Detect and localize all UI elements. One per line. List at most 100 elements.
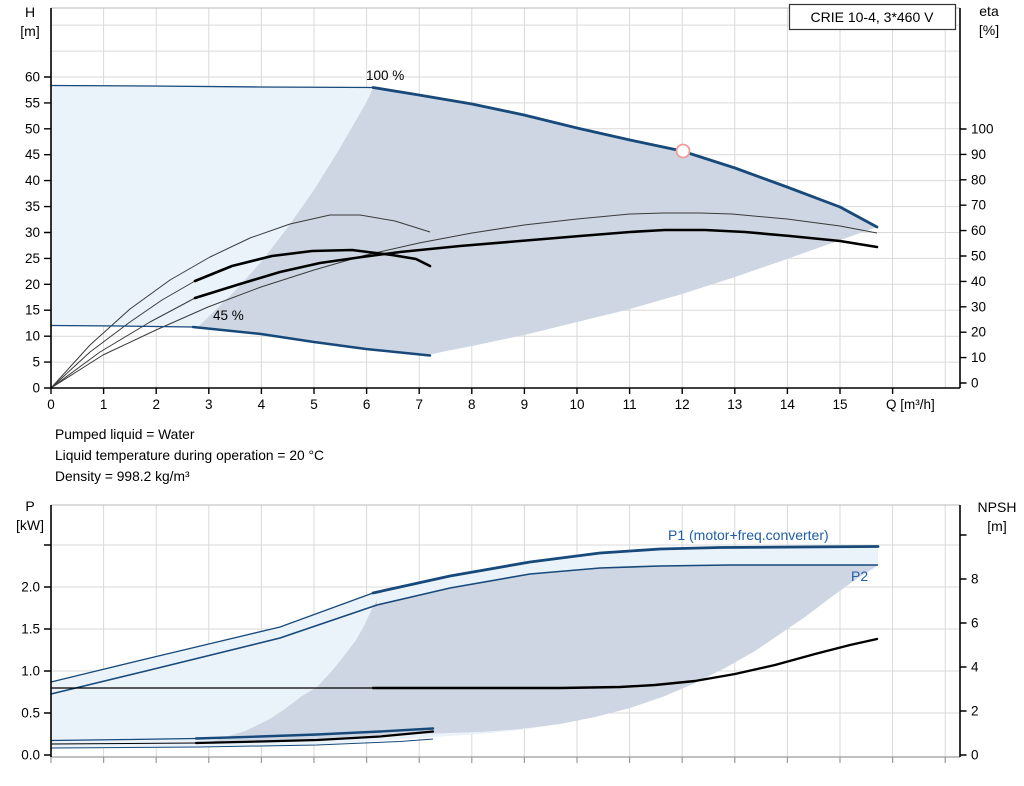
npsh-low-thin [50,742,197,745]
p1-45pct-thin [50,737,197,742]
p2-45pct-thin [50,738,434,749]
qh-curve-45pct [191,325,432,357]
npsh-axis-title: NPSH [978,499,1017,515]
pump-title-box: CRIE 10-4, 3*460 V [788,3,957,31]
qh-curve-45pct-thin [50,324,194,328]
tick-label: 30 [971,299,986,314]
speed-max-label: 100 % [366,68,404,83]
tick-label: 80 [971,172,986,187]
p-axis-unit: [kW] [16,517,44,533]
tick-label: 2 [152,397,160,412]
h-axis-title: H [25,4,35,20]
qh-curve-100pct-thin [50,84,374,89]
tick-label: 60 [25,70,40,85]
tick-label: 15 [25,303,40,318]
tick-label: 35 [25,199,40,214]
tick-label: 55 [25,95,40,110]
tick-label: 4 [258,397,266,412]
bottom-chart: P [kW] NPSH [m] 0.0 0.5 1.0 1.5 2.0 0 2 … [16,498,1016,763]
tick-label: 20 [971,325,986,340]
efficiency-curve-duty-short [193,248,432,283]
tick-label: 25 [25,251,40,266]
operating-range-region [198,88,877,355]
tick-label: 8 [468,397,476,412]
tick-label: 9 [521,397,529,412]
tick-label: 6 [363,397,371,412]
p1-45pct-curve [194,727,435,740]
power-operating-region [210,565,878,742]
npsh-axis-ticks [960,534,967,756]
tick-label: 20 [25,277,40,292]
tick-label: 10 [971,350,986,365]
p1-curve-label: P1 (motor+freq.converter) [668,527,829,543]
tick-label: 1.5 [21,622,40,637]
tick-label: 90 [971,147,986,162]
efficiency-curve-100pct [50,212,878,389]
tick-label: 2 [971,704,979,719]
tick-label: 3 [205,397,213,412]
tick-label: 40 [971,274,986,289]
info-line-2: Liquid temperature during operation = 20… [55,448,324,463]
tick-label: 50 [971,249,986,264]
h-axis-ticks [44,76,51,389]
efficiency-curve-lead-b [50,297,196,389]
tick-label: 30 [25,225,40,240]
tick-label: 0 [971,376,979,391]
p1-curve [371,545,880,595]
p2-curve [50,564,878,695]
bottom-x-ticks [50,757,946,763]
tick-label: 13 [727,397,742,412]
speed-min-label: 45 % [213,308,244,323]
p-axis-title: P [25,498,34,514]
tick-label: 60 [971,223,986,238]
info-line-1: Pumped liquid = Water [55,427,195,442]
efficiency-curve-duty-long [193,228,879,300]
duty-point-marker[interactable] [675,143,691,159]
tick-label: 0.5 [21,706,40,721]
tick-label: 0.0 [21,748,40,763]
eta-axis-title: eta [979,3,999,19]
h-axis-unit: [m] [20,23,39,39]
q-axis-ticks [50,388,894,394]
tick-label: 0 [971,748,979,763]
tick-label: 100 [971,122,994,137]
tick-label: 10 [569,397,584,412]
tick-label: 70 [971,198,986,213]
tick-label: 50 [25,121,40,136]
npsh-axis-unit: [m] [987,518,1006,534]
eta-axis-unit: [%] [979,22,999,38]
efficiency-curve-low-speed [50,214,431,389]
tick-label: 6 [971,616,979,631]
tick-label: 4 [971,660,979,675]
qh-curve-100pct [371,86,879,229]
tick-label: 8 [971,572,979,587]
tick-label: 1 [100,397,108,412]
tick-label: 40 [25,173,40,188]
tick-label: 11 [623,397,637,412]
efficiency-curve-lead-a [50,280,196,389]
p2-curve-label: P2 [851,568,868,584]
q-axis-unit: Q [m³/h] [886,397,935,412]
npsh-low-curve [194,730,435,745]
tick-label: 5 [32,355,40,370]
tick-label: 45 [25,147,40,162]
pump-title: CRIE 10-4, 3*460 V [811,9,935,25]
top-chart: H [m] eta [%] Q [m³/h] 0 1 2 3 4 5 6 7 8… [20,3,999,412]
tick-label: 10 [25,329,40,344]
tick-label: 14 [780,397,796,412]
tick-label: 12 [675,397,690,412]
info-line-3: Density = 998.2 kg/m³ [55,469,190,484]
eta-axis-ticks [960,128,967,384]
tick-label: 7 [415,397,423,412]
tick-label: 1.0 [21,664,40,679]
tick-label: 0 [32,381,40,396]
tick-label: 2.0 [21,580,40,595]
tick-label: 5 [310,397,318,412]
p-axis-ticks [44,544,51,756]
liquid-info-block: Pumped liquid = Water Liquid temperature… [55,427,324,484]
tick-label: 0 [47,397,55,412]
p1-curve-thin [50,592,374,683]
npsh-curve [371,637,879,690]
